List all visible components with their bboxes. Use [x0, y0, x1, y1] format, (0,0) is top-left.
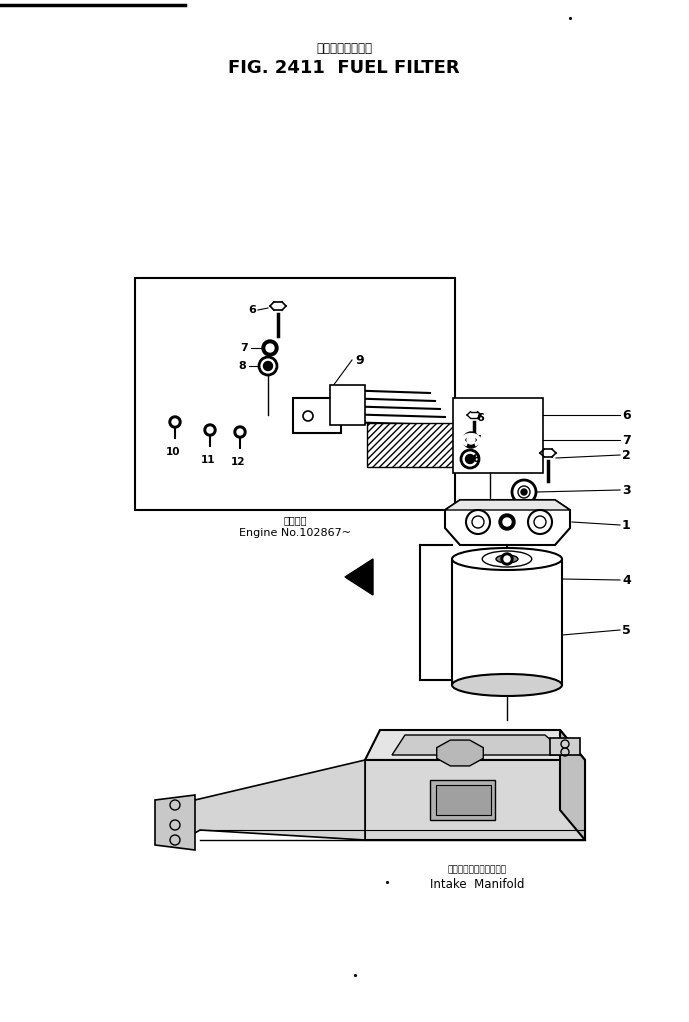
Circle shape [234, 426, 246, 438]
Circle shape [169, 416, 181, 428]
Text: 8: 8 [238, 361, 246, 371]
Text: FIG. 2411  FUEL FILTER: FIG. 2411 FUEL FILTER [228, 59, 460, 77]
Circle shape [207, 427, 213, 433]
Polygon shape [365, 760, 585, 840]
Polygon shape [550, 738, 580, 755]
Circle shape [463, 432, 479, 448]
Text: Intake  Manifold: Intake Manifold [430, 878, 524, 890]
Polygon shape [437, 740, 483, 765]
Circle shape [262, 340, 278, 356]
Circle shape [467, 436, 475, 444]
Text: 7: 7 [473, 435, 481, 445]
Ellipse shape [452, 548, 562, 570]
Text: インテークマニホールド: インテークマニホールド [447, 866, 506, 875]
Polygon shape [345, 559, 373, 595]
Bar [330, 385, 365, 425]
Circle shape [503, 518, 511, 526]
Text: 9: 9 [355, 354, 364, 367]
Circle shape [499, 514, 515, 530]
Text: 適用号位: 適用号位 [283, 515, 307, 525]
Text: 7: 7 [240, 343, 248, 353]
Circle shape [172, 419, 178, 425]
Text: 10: 10 [166, 447, 181, 457]
Text: 5: 5 [622, 623, 630, 637]
Bar [453, 398, 543, 473]
Text: 8: 8 [472, 454, 480, 464]
Text: 2: 2 [622, 449, 630, 462]
Circle shape [204, 424, 216, 436]
Ellipse shape [496, 555, 518, 563]
Circle shape [521, 489, 527, 495]
Text: Engine No.102867~: Engine No.102867~ [239, 528, 351, 538]
Polygon shape [445, 500, 570, 510]
Polygon shape [365, 730, 585, 760]
Circle shape [504, 556, 510, 562]
Ellipse shape [452, 673, 562, 696]
Text: 3: 3 [622, 483, 630, 497]
Bar [135, 278, 455, 510]
Polygon shape [560, 730, 585, 840]
Text: 1: 1 [622, 518, 630, 531]
Circle shape [266, 344, 274, 352]
Ellipse shape [482, 551, 532, 567]
Bar [430, 780, 495, 820]
Text: 6: 6 [622, 409, 630, 421]
Polygon shape [392, 735, 568, 755]
Bar [436, 785, 491, 815]
Polygon shape [175, 760, 365, 845]
Circle shape [501, 553, 513, 565]
Bar [367, 423, 510, 467]
Polygon shape [155, 795, 195, 850]
Text: 6: 6 [476, 413, 484, 423]
Polygon shape [445, 500, 570, 545]
Circle shape [466, 455, 475, 464]
Text: 11: 11 [200, 455, 215, 465]
Text: 6: 6 [248, 305, 256, 315]
Text: 7: 7 [622, 433, 630, 447]
Bar [293, 398, 341, 433]
Text: フェエルフィルタ: フェエルフィルタ [316, 42, 372, 54]
Circle shape [263, 362, 273, 371]
Text: 12: 12 [231, 457, 245, 467]
Text: 4: 4 [622, 573, 630, 587]
Circle shape [237, 429, 243, 435]
